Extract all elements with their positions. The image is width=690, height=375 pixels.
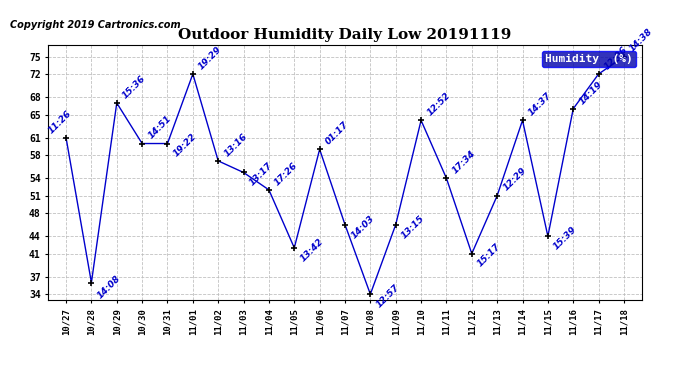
- Text: 15:17: 15:17: [476, 242, 502, 269]
- Text: 17:26: 17:26: [273, 160, 299, 187]
- Text: 14:38: 14:38: [628, 27, 655, 54]
- Legend: Humidity  (%): Humidity (%): [542, 51, 636, 67]
- Text: 14:37: 14:37: [526, 91, 553, 118]
- Text: 12:52: 12:52: [425, 91, 452, 118]
- Text: 14:03: 14:03: [349, 213, 376, 240]
- Title: Outdoor Humidity Daily Low 20191119: Outdoor Humidity Daily Low 20191119: [178, 28, 512, 42]
- Text: 15:36: 15:36: [121, 74, 148, 100]
- Text: 01:17: 01:17: [324, 120, 351, 147]
- Text: 14:51: 14:51: [146, 114, 173, 141]
- Text: 19:29: 19:29: [197, 45, 224, 71]
- Text: 13:42: 13:42: [299, 237, 325, 263]
- Text: 13:17: 13:17: [248, 161, 275, 188]
- Text: 14:08: 14:08: [96, 274, 122, 301]
- Text: 19:22: 19:22: [172, 132, 198, 159]
- Text: 17:34: 17:34: [451, 149, 477, 176]
- Text: Copyright 2019 Cartronics.com: Copyright 2019 Cartronics.com: [10, 20, 180, 30]
- Text: 13:15: 13:15: [400, 213, 426, 240]
- Text: 12:06: 12:06: [603, 45, 629, 71]
- Text: 12:29: 12:29: [502, 166, 528, 193]
- Text: 12:57: 12:57: [375, 283, 401, 309]
- Text: 11:26: 11:26: [47, 108, 73, 135]
- Text: 13:16: 13:16: [222, 132, 249, 158]
- Text: 15:39: 15:39: [552, 225, 579, 252]
- Text: 14:19: 14:19: [578, 80, 604, 106]
